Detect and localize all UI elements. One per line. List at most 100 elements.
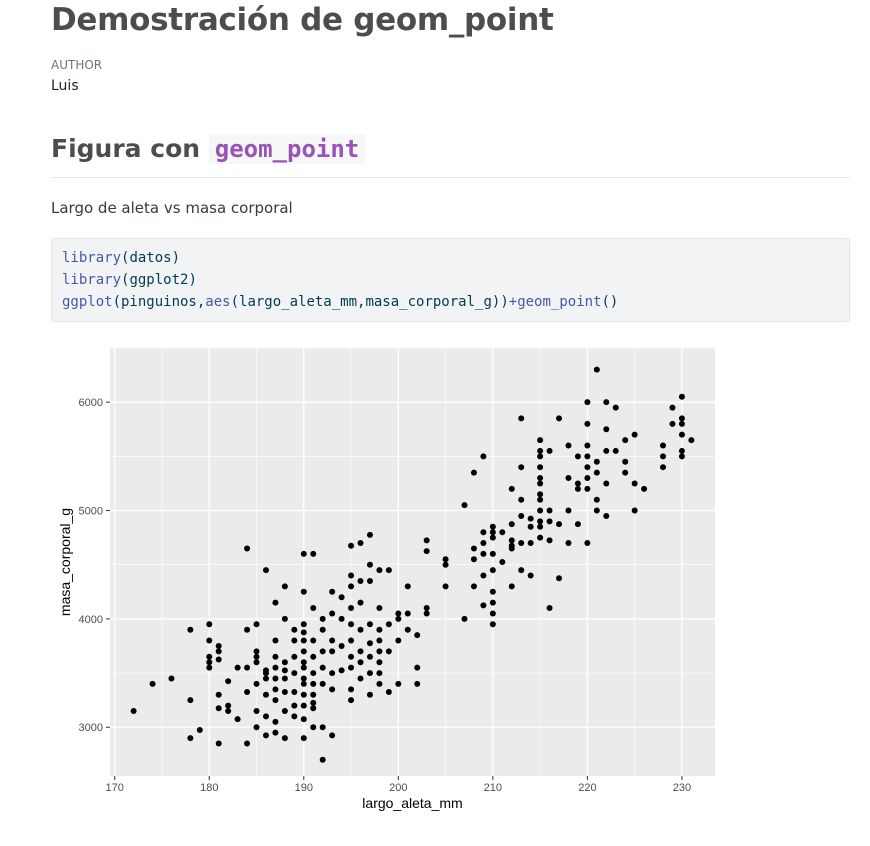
- data-point: [300, 621, 307, 628]
- y-tick-label: 4000: [79, 614, 103, 626]
- data-point: [291, 637, 298, 644]
- data-point: [508, 521, 515, 528]
- data-point: [281, 659, 288, 666]
- data-point: [357, 540, 364, 547]
- data-point: [537, 447, 544, 454]
- data-point: [281, 675, 288, 682]
- data-point: [319, 680, 326, 687]
- data-point: [300, 691, 307, 698]
- data-point: [442, 583, 449, 590]
- x-tick-label: 210: [484, 782, 502, 794]
- data-point: [310, 724, 317, 731]
- data-point: [225, 678, 232, 685]
- data-point: [310, 699, 317, 706]
- data-point: [319, 626, 326, 633]
- data-point: [206, 621, 213, 628]
- section-heading-text: Figura con: [51, 134, 201, 163]
- data-point: [423, 537, 430, 544]
- data-point: [678, 420, 685, 427]
- y-tick-label: 3000: [79, 722, 103, 734]
- data-point: [366, 531, 373, 538]
- code-args: (ggplot2): [121, 272, 197, 288]
- section-heading: Figura con geom_point: [51, 134, 366, 164]
- data-point: [272, 729, 279, 736]
- data-point: [423, 605, 430, 612]
- data-point: [622, 437, 629, 444]
- data-point: [262, 713, 269, 720]
- data-point: [593, 496, 600, 503]
- data-point: [546, 537, 553, 544]
- data-point: [262, 675, 269, 682]
- data-point: [348, 637, 355, 644]
- x-tick-label: 170: [106, 782, 124, 794]
- data-point: [395, 615, 402, 622]
- data-point: [537, 480, 544, 487]
- data-point: [518, 464, 525, 471]
- code-fn: library: [62, 250, 122, 266]
- data-point: [565, 475, 572, 482]
- data-point: [366, 640, 373, 647]
- data-point: [565, 442, 572, 449]
- data-point: [584, 399, 591, 406]
- data-point: [253, 680, 260, 687]
- data-point: [300, 675, 307, 682]
- data-point: [537, 534, 544, 541]
- data-point: [404, 610, 411, 617]
- data-point: [244, 626, 251, 633]
- data-point: [310, 680, 317, 687]
- data-point: [348, 572, 355, 579]
- code-line-3: ggplot(pinguinos,aes(largo_aleta_mm,masa…: [62, 291, 839, 313]
- data-point: [329, 648, 336, 655]
- data-point: [329, 588, 336, 595]
- plot-panel: [110, 348, 715, 776]
- data-point: [414, 664, 421, 671]
- data-point: [584, 485, 591, 492]
- data-point: [556, 575, 563, 582]
- data-point: [291, 670, 298, 677]
- data-point: [678, 431, 685, 438]
- data-point: [319, 664, 326, 671]
- data-point: [385, 689, 392, 696]
- data-point: [291, 653, 298, 660]
- code-args: (): [601, 294, 619, 310]
- y-tick-label: 6000: [79, 397, 103, 409]
- data-point: [527, 572, 534, 579]
- data-point: [546, 447, 553, 454]
- data-point: [518, 496, 525, 503]
- data-point: [319, 756, 326, 763]
- data-point: [310, 653, 317, 660]
- code-fn: geom_point: [517, 294, 602, 310]
- data-point: [215, 691, 222, 698]
- data-point: [669, 404, 676, 411]
- data-point: [376, 680, 383, 687]
- author-label: AUTHOR: [51, 58, 103, 72]
- author-name: Luis: [51, 78, 79, 94]
- data-point: [480, 572, 487, 579]
- data-point: [319, 724, 326, 731]
- data-point: [206, 653, 213, 660]
- data-point: [546, 518, 553, 525]
- data-point: [310, 605, 317, 612]
- data-point: [338, 667, 345, 674]
- data-point: [225, 702, 232, 709]
- data-point: [470, 556, 477, 563]
- data-point: [291, 702, 298, 709]
- data-point: [527, 540, 534, 547]
- data-point: [518, 415, 525, 422]
- data-point: [206, 664, 213, 671]
- data-point: [584, 442, 591, 449]
- data-point: [508, 485, 515, 492]
- data-point: [508, 583, 515, 590]
- data-point: [537, 523, 544, 530]
- data-point: [272, 664, 279, 671]
- data-point: [395, 680, 402, 687]
- data-point: [348, 621, 355, 628]
- data-point: [603, 512, 610, 519]
- data-point: [612, 404, 619, 411]
- data-point: [574, 485, 581, 492]
- data-point: [518, 567, 525, 574]
- data-point: [518, 540, 525, 547]
- data-point: [537, 464, 544, 471]
- code-block[interactable]: library(datos) library(ggplot2) ggplot(p…: [51, 238, 850, 322]
- data-point: [187, 735, 194, 742]
